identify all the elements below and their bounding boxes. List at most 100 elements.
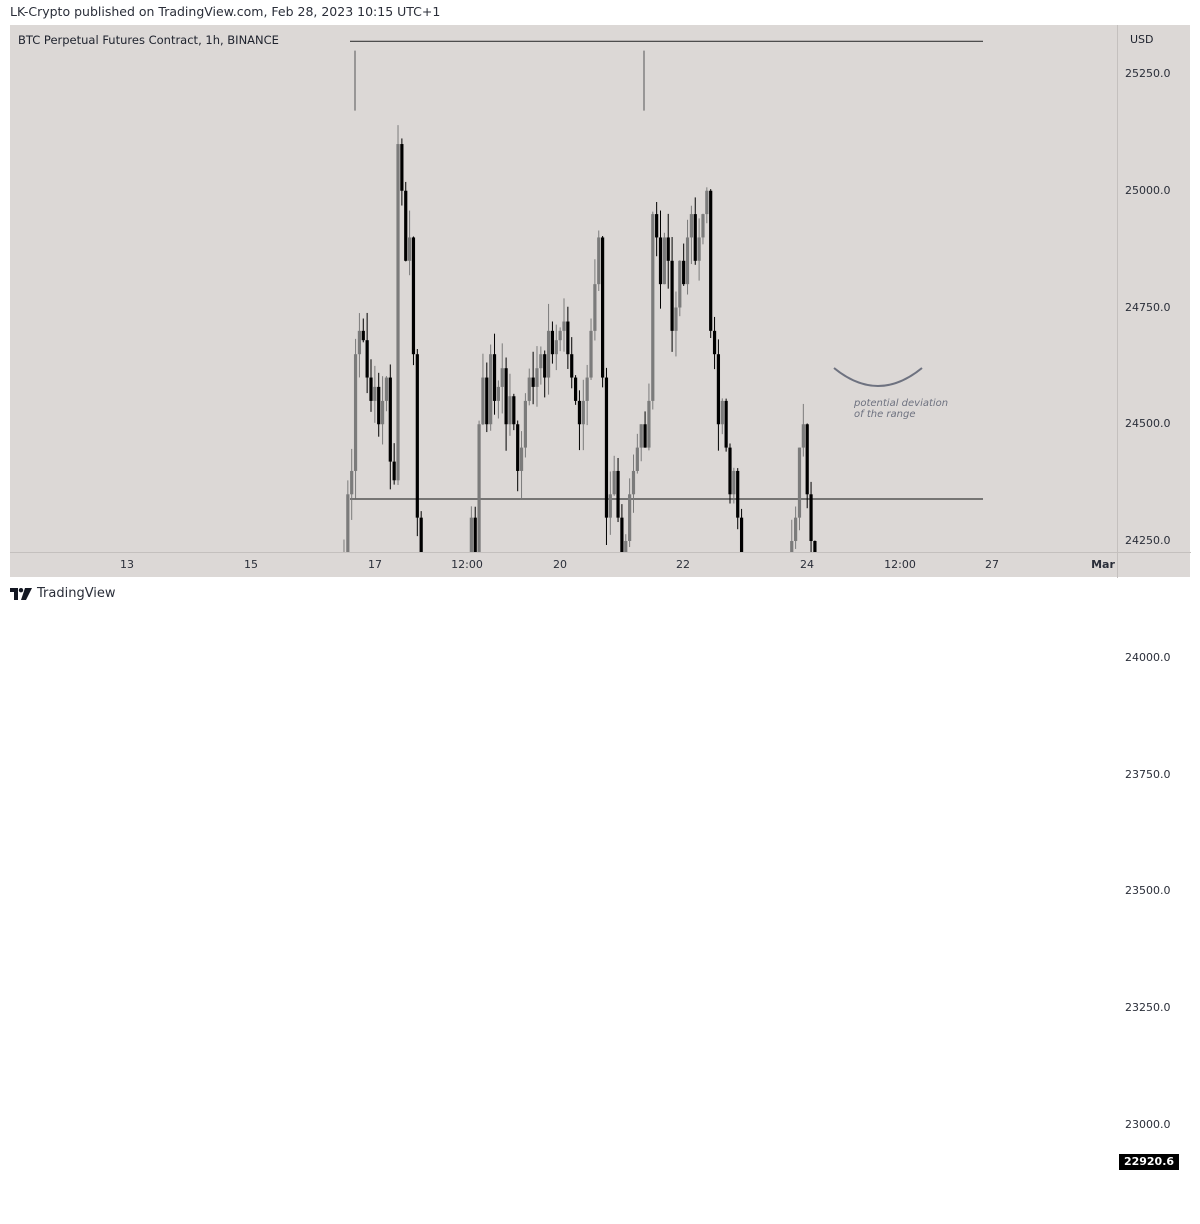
candle-body bbox=[550, 330, 555, 355]
candle-body bbox=[400, 144, 404, 191]
brand-label: TradingView bbox=[37, 586, 116, 601]
price-tick: 23500.0 bbox=[1125, 884, 1171, 898]
candle-body bbox=[377, 386, 381, 425]
time-tick: 22 bbox=[676, 558, 690, 571]
candle-body bbox=[643, 424, 647, 448]
candle-body bbox=[724, 400, 728, 448]
candle-body bbox=[496, 386, 500, 401]
candle-body bbox=[535, 368, 539, 387]
candle-body bbox=[411, 237, 416, 355]
candle-body bbox=[388, 377, 392, 462]
candle-body bbox=[350, 470, 354, 495]
candle-body bbox=[647, 400, 651, 448]
candle-body bbox=[516, 424, 520, 471]
candle-body bbox=[689, 214, 693, 238]
price-axis[interactable]: USD 25250.0 25000.0 24750.0 24500.0 24250.0 2… bbox=[1117, 25, 1191, 1170]
candle-body bbox=[500, 368, 504, 387]
candle-body bbox=[415, 354, 419, 518]
candle-body bbox=[739, 517, 744, 552]
price-tick: 24000.0 bbox=[1125, 650, 1171, 664]
candle-body bbox=[709, 190, 713, 331]
candle-body bbox=[701, 214, 705, 238]
candle-body bbox=[809, 494, 813, 541]
candle-body bbox=[716, 354, 721, 425]
published-line: LK-Crypto published on TradingView.com, … bbox=[10, 4, 441, 19]
candle-body bbox=[392, 461, 396, 481]
axis-corner bbox=[1117, 552, 1191, 578]
candle-body bbox=[519, 447, 524, 471]
candle-body bbox=[396, 144, 400, 481]
candle-body bbox=[705, 190, 709, 215]
candle-body bbox=[813, 541, 817, 552]
candle-body bbox=[697, 237, 701, 261]
candle-body bbox=[662, 237, 666, 285]
time-tick: Mar bbox=[1091, 558, 1115, 571]
candle-body bbox=[512, 396, 516, 425]
candle-body bbox=[720, 400, 724, 425]
currency-label: USD bbox=[1130, 33, 1154, 46]
candle-body bbox=[404, 190, 408, 261]
last-price-badge: 22920.6 bbox=[1119, 1153, 1179, 1170]
price-tick: 25250.0 bbox=[1125, 67, 1171, 80]
price-tick: 25000.0 bbox=[1125, 183, 1171, 197]
candle-body bbox=[361, 330, 365, 341]
candle-body bbox=[369, 377, 373, 401]
candle-body bbox=[631, 470, 636, 495]
candle-body bbox=[481, 377, 485, 425]
time-tick: 17 bbox=[368, 558, 382, 571]
candle-body bbox=[558, 330, 562, 341]
candle-body bbox=[801, 424, 805, 448]
candle-body bbox=[473, 517, 477, 552]
candle-body bbox=[543, 354, 547, 378]
tradingview-logo-icon bbox=[10, 587, 32, 600]
time-tick: 12:00 bbox=[884, 558, 916, 571]
candle-body bbox=[597, 237, 601, 285]
candle-body bbox=[419, 517, 423, 552]
candle-body bbox=[794, 517, 798, 541]
symbol-title: BTC Perpetual Futures Contract, 1h, BINA… bbox=[18, 33, 279, 47]
time-axis[interactable]: 13 15 17 12:00 20 22 24 12:00 27 Mar bbox=[10, 552, 1117, 578]
candle-body bbox=[620, 517, 624, 552]
candle-body bbox=[508, 396, 512, 425]
candle-body bbox=[682, 260, 686, 285]
candle-body bbox=[604, 377, 609, 518]
candle-body bbox=[593, 284, 597, 331]
price-tick: 24250.0 bbox=[1125, 534, 1171, 547]
candle-body bbox=[678, 260, 682, 308]
candle-body bbox=[485, 377, 489, 425]
candle-body bbox=[608, 494, 612, 518]
candle-body bbox=[639, 424, 643, 448]
candle-body bbox=[554, 340, 558, 355]
candle-body bbox=[573, 377, 578, 401]
candle-body bbox=[670, 260, 674, 331]
candle-body bbox=[373, 386, 377, 401]
candle-body bbox=[469, 517, 473, 552]
candle-body bbox=[492, 354, 497, 401]
candle-body bbox=[674, 307, 678, 331]
candle-body bbox=[805, 424, 809, 495]
candle-body bbox=[589, 330, 593, 378]
candle-body bbox=[666, 237, 670, 261]
candle-body bbox=[504, 368, 508, 425]
candle-body bbox=[566, 321, 570, 355]
candle-body bbox=[577, 400, 582, 425]
candle-body bbox=[562, 321, 566, 331]
time-tick: 27 bbox=[985, 558, 999, 571]
time-tick: 12:00 bbox=[451, 558, 483, 571]
price-tick: 23000.0 bbox=[1125, 1117, 1171, 1131]
candle-body bbox=[531, 377, 535, 387]
time-tick: 20 bbox=[553, 558, 567, 571]
candle-body bbox=[728, 447, 732, 495]
candle-body bbox=[797, 447, 802, 518]
candle-body bbox=[616, 470, 620, 518]
time-tick: 13 bbox=[120, 558, 134, 571]
candle-body bbox=[346, 494, 350, 552]
candle-body bbox=[790, 541, 794, 552]
candle-body bbox=[651, 214, 655, 401]
candle-body bbox=[353, 354, 358, 471]
candle-body bbox=[384, 377, 389, 401]
candle-body bbox=[736, 470, 740, 518]
candle-body bbox=[585, 377, 589, 401]
